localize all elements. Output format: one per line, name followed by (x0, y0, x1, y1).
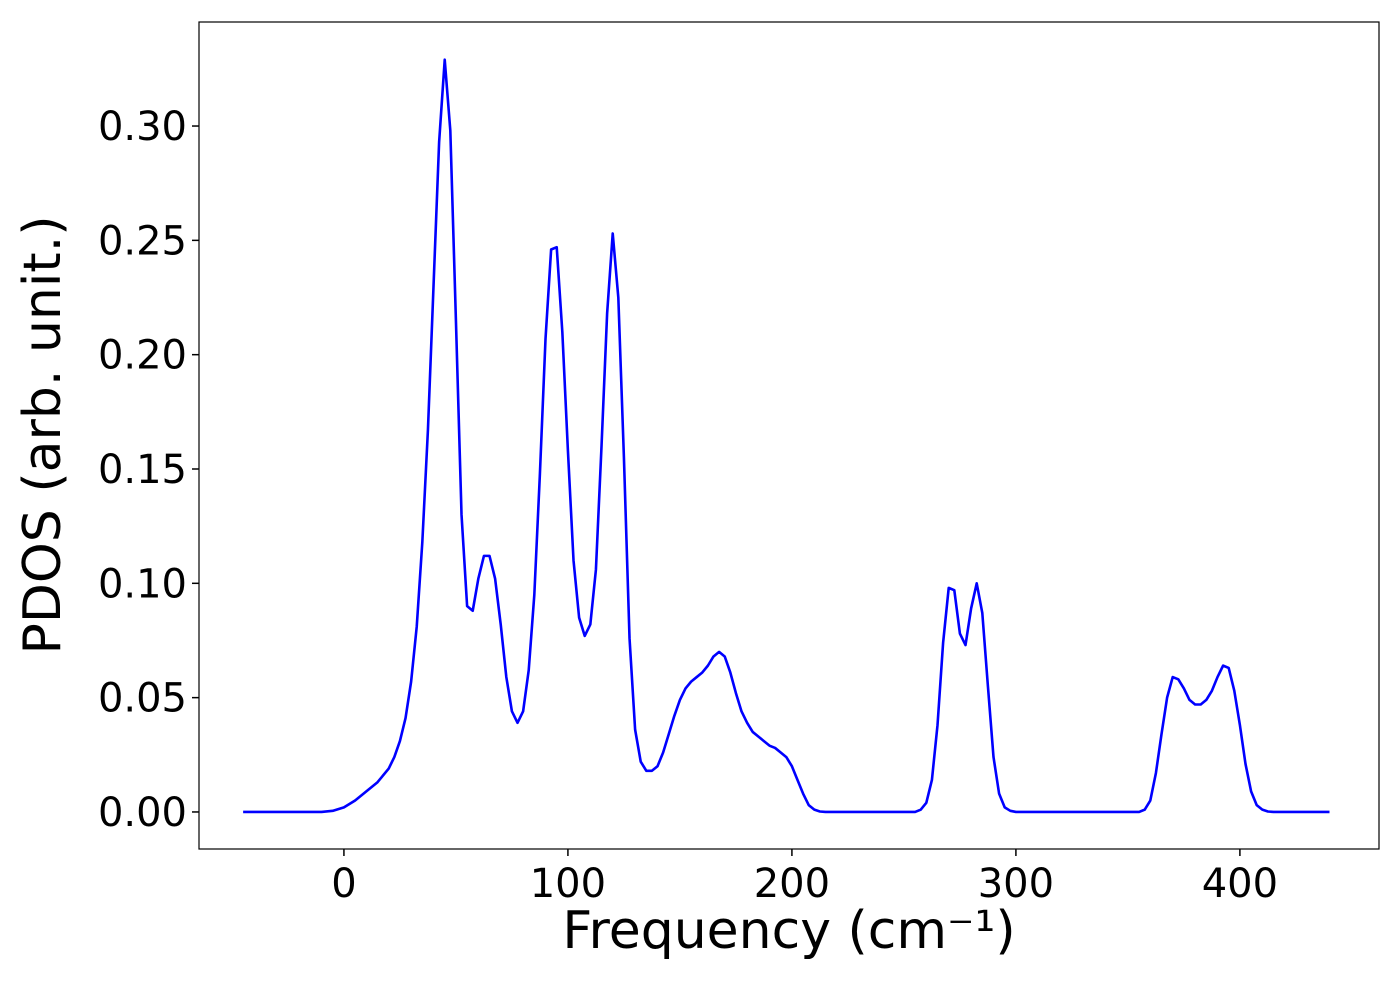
y-tick-label: 0.30 (98, 104, 187, 150)
x-tick-label: 0 (331, 861, 356, 907)
x-axis-label: Frequency (cm⁻¹) (562, 901, 1015, 961)
x-tick-label: 200 (754, 861, 830, 907)
y-tick-label: 0.20 (98, 333, 187, 379)
x-tick-label: 100 (530, 861, 606, 907)
x-tick-label: 300 (978, 861, 1054, 907)
plot-frame (198, 21, 1380, 850)
y-tick-label: 0.05 (98, 676, 187, 722)
y-tick-label: 0.25 (98, 218, 187, 264)
y-axis-label: PDOS (arb. unit.) (13, 215, 73, 654)
y-tick-label: 0.10 (98, 561, 187, 607)
x-tick-label: 400 (1202, 861, 1278, 907)
line (243, 58, 1330, 814)
y-tick-label: 0.00 (98, 790, 187, 836)
y-tick-label: 0.15 (98, 447, 187, 493)
